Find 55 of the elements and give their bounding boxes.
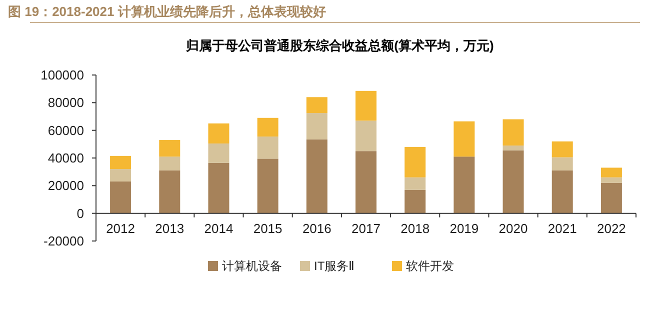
bar bbox=[356, 120, 376, 152]
bar bbox=[208, 123, 230, 144]
x-tick-label: 2014 bbox=[204, 221, 234, 236]
x-tick-label: 2021 bbox=[548, 221, 577, 236]
bar bbox=[600, 177, 622, 183]
bar bbox=[552, 141, 573, 158]
y-tick-label: 60000 bbox=[48, 122, 84, 138]
x-tick-label: 2020 bbox=[498, 221, 528, 236]
bar bbox=[306, 113, 328, 140]
y-tick-label: -20000 bbox=[44, 234, 84, 248]
chart-title: 图 19：2018-2021 计算机业绩先降后升，总体表现较好 bbox=[8, 4, 326, 19]
bar bbox=[257, 118, 278, 137]
bar bbox=[356, 151, 376, 214]
bar bbox=[208, 162, 230, 214]
y-tick-label: 40000 bbox=[48, 150, 84, 166]
bar bbox=[404, 190, 426, 214]
bar bbox=[159, 156, 180, 170]
x-tick-label: 2018 bbox=[400, 221, 430, 236]
legend-label: IT服务Ⅱ bbox=[314, 259, 355, 273]
bar bbox=[306, 139, 328, 214]
x-tick-label: 2015 bbox=[253, 221, 282, 236]
bar bbox=[159, 140, 180, 157]
bar bbox=[356, 90, 376, 121]
bar bbox=[208, 143, 230, 163]
x-tick-label: 2016 bbox=[302, 221, 332, 236]
bar bbox=[404, 146, 426, 178]
x-tick-label: 2019 bbox=[450, 221, 479, 236]
bar bbox=[159, 170, 180, 214]
bar bbox=[257, 136, 278, 159]
bar bbox=[454, 121, 475, 157]
bar bbox=[502, 150, 524, 214]
bar bbox=[502, 146, 524, 150]
bar bbox=[306, 97, 328, 114]
bar bbox=[552, 157, 573, 170]
bar bbox=[110, 182, 132, 214]
legend-label: 计算机设备 bbox=[222, 259, 282, 273]
bar bbox=[110, 156, 132, 170]
bar bbox=[404, 177, 426, 190]
x-tick-label: 2013 bbox=[155, 221, 184, 236]
bar bbox=[552, 170, 573, 214]
bar bbox=[600, 182, 622, 214]
y-tick-label: 0 bbox=[76, 206, 84, 221]
bar bbox=[454, 156, 475, 214]
y-tick-label: 80000 bbox=[48, 95, 84, 110]
y-tick-label: 20000 bbox=[48, 178, 84, 194]
x-tick-label: 2017 bbox=[352, 221, 380, 236]
x-tick-label: 2012 bbox=[106, 221, 136, 236]
bar bbox=[502, 119, 524, 146]
legend-label: 软件开发 bbox=[406, 259, 454, 273]
y-tick-label: 100000 bbox=[40, 68, 84, 82]
bar bbox=[257, 158, 278, 214]
x-tick-label: 2022 bbox=[596, 221, 626, 236]
bar bbox=[600, 168, 622, 178]
bar bbox=[110, 169, 132, 182]
chart-subtitle: 归属于母公司普通股东综合收益总额(算术平均，万元) bbox=[185, 38, 494, 53]
